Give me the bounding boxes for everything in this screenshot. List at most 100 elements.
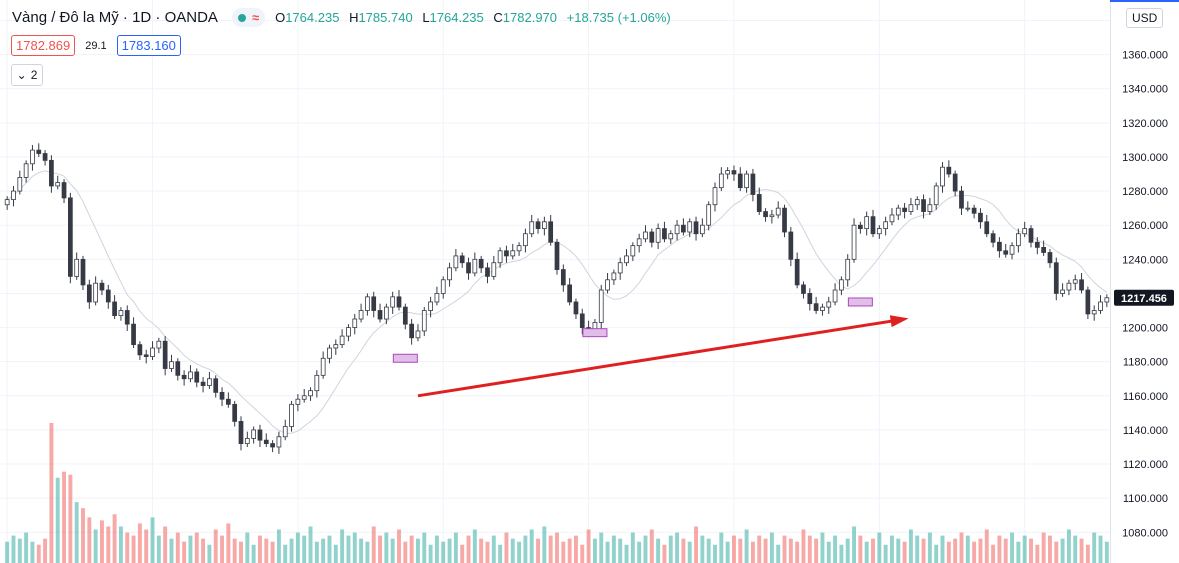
volume-bar	[845, 538, 850, 563]
candle	[263, 433, 269, 447]
volume-bar	[289, 538, 294, 563]
symbol-title[interactable]: Vàng / Đô la Mỹ · 1D · OANDA	[12, 9, 218, 26]
volume-bar	[24, 532, 29, 563]
candle-body	[188, 371, 193, 380]
volume-bar	[327, 535, 332, 563]
buy-button[interactable]: 1783.160	[116, 35, 181, 56]
volume-bar	[371, 526, 376, 563]
close-value: 1782.970	[502, 10, 558, 25]
volume-bar	[675, 532, 680, 563]
candle-body	[61, 182, 67, 199]
volume-bar	[390, 538, 395, 563]
volume-bar	[826, 541, 831, 563]
candle-body	[876, 228, 882, 235]
symbol-name: Vàng / Đô la Mỹ	[12, 9, 119, 26]
candle	[219, 387, 225, 407]
candle	[409, 319, 414, 345]
candle	[175, 358, 181, 381]
candle	[459, 252, 465, 268]
exchange-label: OANDA	[164, 9, 218, 26]
volume-bar	[662, 544, 667, 563]
candle	[933, 182, 939, 210]
candle-body	[775, 207, 781, 216]
candle	[858, 221, 863, 234]
volume-bar	[1104, 541, 1109, 563]
candle-body	[421, 310, 427, 332]
candle	[782, 204, 787, 238]
candle-body	[744, 173, 749, 189]
wave-icon: ≈	[251, 10, 260, 25]
candle-body	[339, 335, 345, 346]
candle-body	[1079, 279, 1084, 291]
candle-body	[542, 221, 547, 230]
candle	[807, 288, 813, 311]
candle	[611, 269, 617, 285]
candle-body	[169, 361, 174, 369]
candle	[737, 167, 743, 192]
volume-bar	[586, 529, 591, 563]
candle-body	[940, 166, 945, 187]
candle	[320, 351, 326, 379]
volume-bar	[245, 532, 250, 563]
candle-body	[384, 306, 389, 320]
candle-body	[858, 224, 863, 230]
candle	[984, 214, 990, 238]
volume-bar	[188, 535, 193, 563]
candle-body	[927, 204, 933, 212]
candle-body	[946, 166, 952, 175]
candle-body	[447, 267, 452, 281]
candle	[674, 220, 680, 241]
candle	[529, 214, 535, 238]
candle-body	[1034, 241, 1040, 248]
volume-bar	[112, 514, 117, 563]
candle-body	[605, 279, 610, 291]
candle-body	[80, 258, 86, 286]
candle	[914, 196, 920, 210]
currency-button[interactable]: USD	[1126, 8, 1164, 28]
candle-body	[175, 361, 181, 376]
candle-body	[870, 216, 876, 235]
candle	[137, 341, 143, 360]
candle	[769, 209, 775, 224]
candle-body	[1085, 289, 1091, 315]
candle	[839, 276, 844, 296]
candle-body	[440, 279, 446, 294]
candle	[655, 223, 661, 250]
volume-bar	[220, 535, 224, 563]
volume-bar	[694, 526, 698, 563]
volume-bar	[365, 541, 370, 563]
price-tick-label: 1120.000	[1123, 459, 1168, 471]
open-label: O	[275, 10, 286, 25]
indicators-toggle[interactable]: ⌄ 2	[11, 64, 43, 86]
candle	[997, 237, 1002, 258]
candle-body	[687, 221, 693, 233]
candle	[712, 182, 718, 212]
volume-bar	[125, 532, 130, 563]
volume-bar	[498, 544, 503, 563]
sell-button[interactable]: 1782.869	[11, 35, 76, 56]
candle-body	[839, 279, 844, 291]
market-status[interactable]: ≈	[231, 8, 266, 27]
candle	[327, 344, 332, 364]
candle	[579, 308, 585, 335]
price-tick-label: 1340.000	[1122, 84, 1168, 96]
ohlc-values: O1764.235 H1785.740 L1764.235 C1782.970 …	[275, 10, 677, 25]
support-mark	[392, 353, 418, 363]
candle	[895, 204, 901, 221]
candle	[226, 392, 231, 408]
candle-body	[226, 398, 231, 405]
volume-bar	[719, 532, 724, 563]
volume-bar	[384, 532, 389, 563]
candle	[478, 255, 484, 273]
volume-bar	[1048, 535, 1052, 563]
volume-bar	[687, 541, 692, 563]
candle-body	[270, 443, 275, 448]
volume-bar	[820, 532, 825, 563]
candle	[80, 255, 86, 291]
candle-body	[276, 436, 282, 448]
candle	[276, 431, 282, 454]
volume-bar	[447, 538, 452, 563]
candle	[472, 252, 478, 277]
volume-bar	[194, 532, 199, 563]
